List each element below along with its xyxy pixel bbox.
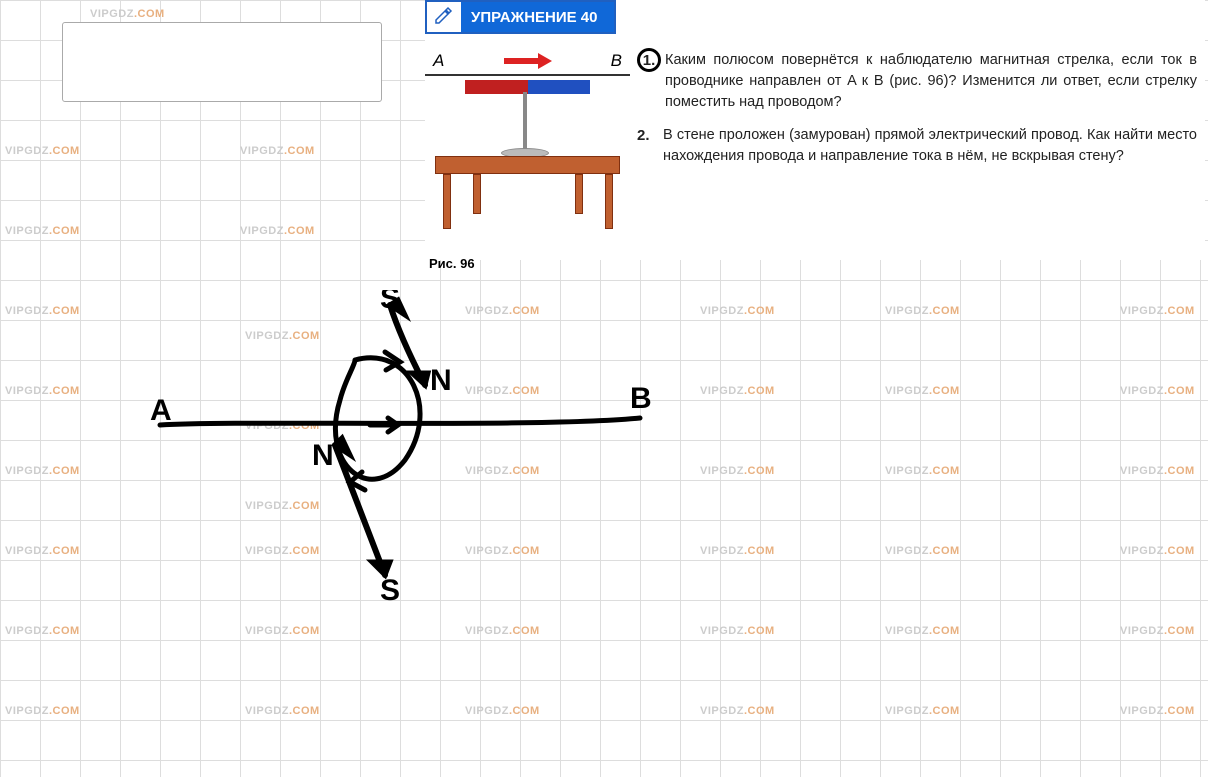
sketch-label-b: B bbox=[630, 382, 652, 415]
label-b: B bbox=[611, 51, 622, 71]
sketch-label-a: A bbox=[150, 394, 172, 427]
problem-list: 1. Каким полюсом повернётся к наблюдател… bbox=[637, 50, 1197, 179]
needle-red-half bbox=[465, 80, 528, 94]
problem-number-1: 1. bbox=[637, 48, 661, 72]
needle-blue-half bbox=[528, 80, 591, 94]
problem-text-2: В стене проложен (замурован) прямой элек… bbox=[663, 125, 1197, 167]
hand-sketch: A B S N N S bbox=[140, 290, 660, 610]
problem-1: 1. Каким полюсом повернётся к наблюдател… bbox=[637, 50, 1197, 113]
label-a: A bbox=[433, 51, 444, 71]
table-leg bbox=[443, 174, 451, 229]
blank-answer-box bbox=[62, 22, 382, 102]
problem-number-2: 2. bbox=[637, 125, 659, 167]
figure-96: A B Рис. 96 bbox=[425, 48, 630, 243]
problem-2: 2. В стене проложен (замурован) прямой э… bbox=[637, 125, 1197, 167]
stand-pole bbox=[523, 92, 527, 152]
pencil-icon bbox=[427, 2, 461, 32]
sketch-label-n-top: N bbox=[430, 364, 452, 397]
table-leg bbox=[575, 174, 583, 214]
exercise-header: УПРАЖНЕНИЕ 40 bbox=[425, 0, 616, 34]
compass-needle bbox=[465, 80, 590, 94]
sketch-label-s-top: S bbox=[380, 290, 400, 315]
figure-caption: Рис. 96 bbox=[429, 256, 475, 271]
table-top bbox=[435, 156, 620, 174]
exercise-title: УПРАЖНЕНИЕ 40 bbox=[461, 2, 614, 32]
table-leg bbox=[473, 174, 481, 214]
problem-text-1: Каким полюсом повернётся к наблюдателю м… bbox=[665, 50, 1197, 113]
current-arrow-icon bbox=[504, 54, 552, 68]
sketch-label-n-bot: N bbox=[312, 439, 334, 472]
table-leg bbox=[605, 174, 613, 229]
wire-ab-row: A B bbox=[425, 48, 630, 76]
textbook-clip: УПРАЖНЕНИЕ 40 A B Рис. 96 1. Каким полюс… bbox=[425, 0, 1205, 260]
sketch-label-s-bot: S bbox=[380, 574, 400, 607]
